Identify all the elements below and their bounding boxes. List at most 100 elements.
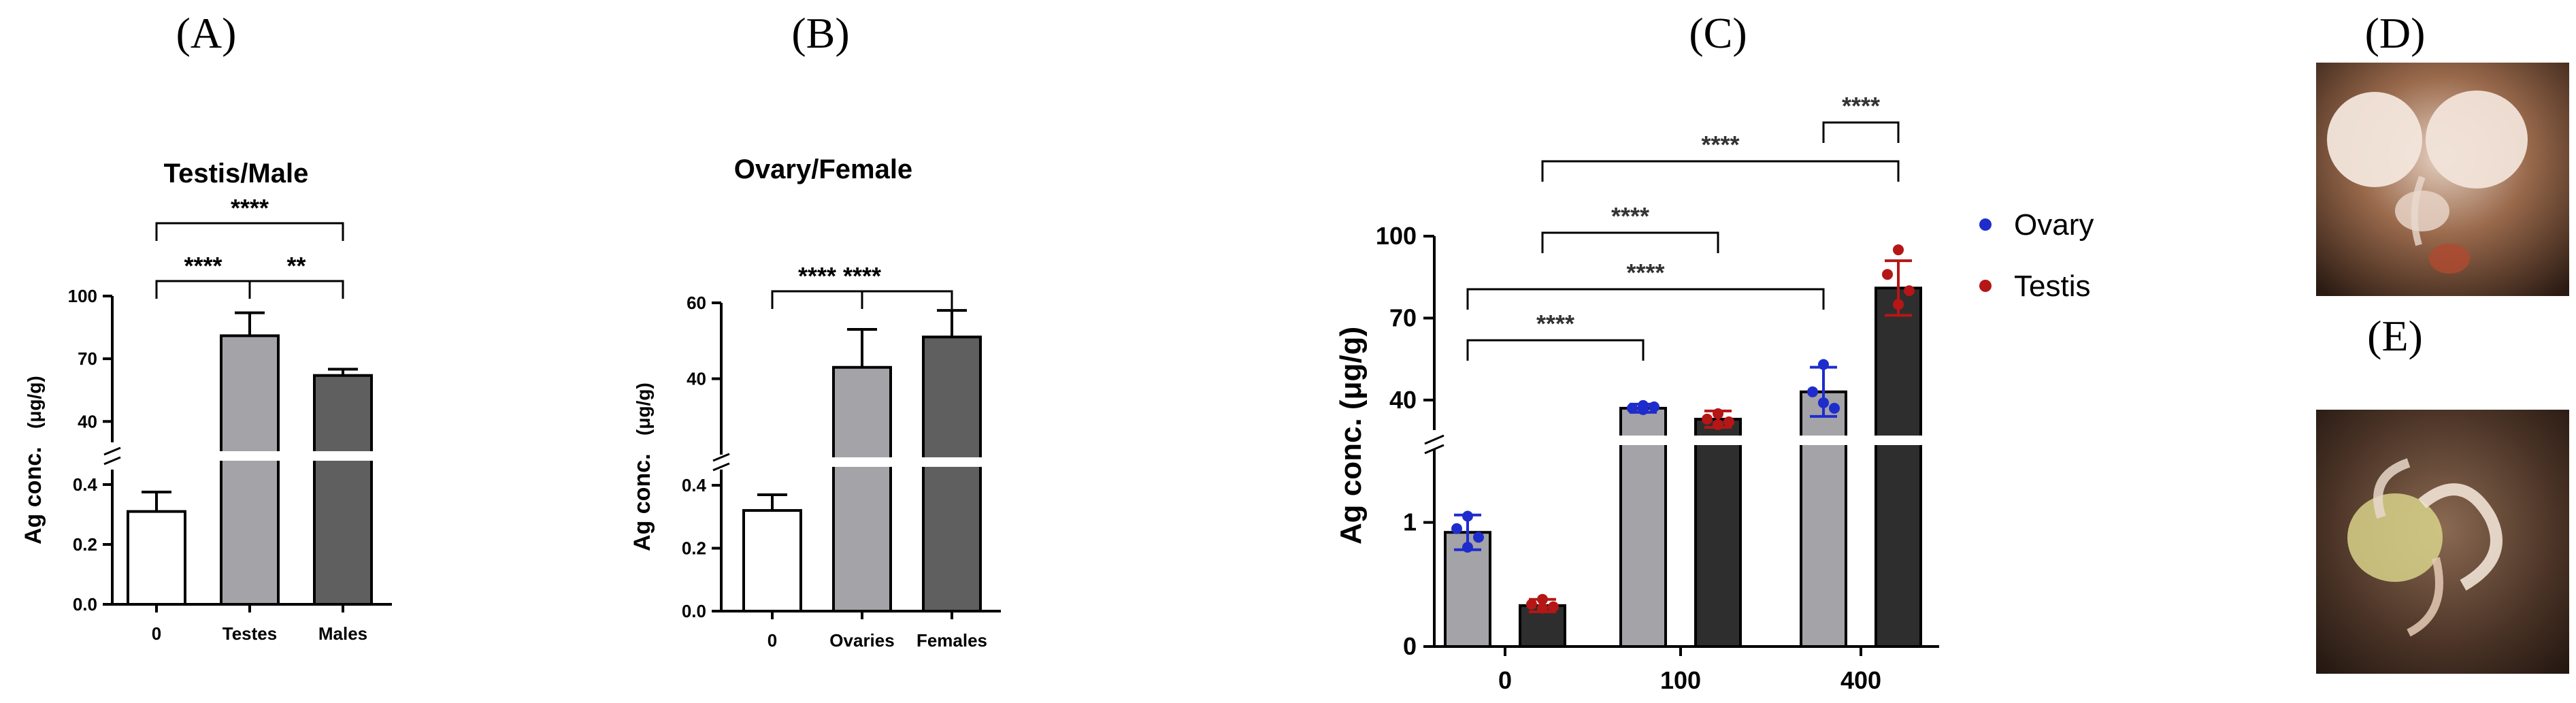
chart-b-ytick-0-0: 0.0 — [682, 601, 706, 621]
chart-a-xtick-1: Testes — [222, 623, 277, 644]
chart-c-point-ovary-1-1 — [1627, 402, 1638, 414]
chart-c: Ag conc. (μg/g) 0 100 400 0 1 40 70 100 **** ***… — [1334, 92, 2094, 694]
chart-c-point-testis-0-3 — [1537, 602, 1548, 614]
chart-a-ylabel: Ag conc. (μg/g) — [20, 376, 46, 544]
chart-b-title: Ovary/Female — [734, 154, 912, 184]
chart-a-sig-bracket-0 — [155, 280, 251, 299]
chart-c-point-testis-2-2 — [1904, 285, 1915, 297]
chart-a-bar-0 — [127, 510, 186, 606]
chart-a-sig-label-1: ** — [286, 252, 306, 280]
chart-c-ytick-1-2: 100 — [1376, 222, 1417, 250]
chart-c-point-ovary-0-3 — [1462, 542, 1473, 553]
chart-b-break-mark-2 — [712, 462, 730, 472]
chart-a-ytick-0-0: 0.0 — [73, 594, 97, 615]
panel-label-a: (A) — [176, 9, 237, 57]
chart-c-point-testis-1-1 — [1702, 413, 1713, 425]
chart-a-ylabel-unit: (μg/g) — [24, 376, 45, 429]
chart-c-sig-bracket-4 — [1822, 121, 1900, 143]
chart-c-point-ovary-2-0 — [1818, 359, 1829, 370]
chart-c-sig-label-2: **** — [1611, 202, 1649, 230]
panel-label-c: (C) — [1689, 9, 1747, 57]
chart-c-bar-testis-1 — [1694, 417, 1742, 648]
chart-b-sig-bracket-0 — [771, 290, 863, 309]
chart-b-xtick-0: 0 — [767, 630, 777, 651]
photo-e — [2316, 410, 2569, 674]
chart-c-point-ovary-2-1 — [1807, 386, 1818, 397]
chart-b-ytick-0-1: 0.2 — [682, 538, 706, 559]
chart-c-point-testis-1-2 — [1723, 416, 1734, 427]
chart-c-point-testis-0-1 — [1526, 599, 1537, 610]
chart-c-sig-label-4: **** — [1842, 92, 1880, 120]
chart-a: Testis/Male Ag conc. (μg/g) 0 Testes Males… — [20, 159, 516, 644]
chart-b-sig-bracket-1 — [771, 290, 953, 309]
chart-a-xtick-2: Males — [318, 623, 367, 644]
chart-c-sig-label-3: **** — [1701, 131, 1739, 159]
chart-b-bar-0 — [742, 509, 802, 612]
chart-c-point-ovary-2-3 — [1818, 397, 1829, 408]
chart-c-point-testis-2-0 — [1893, 244, 1904, 256]
chart-a-bar-2 — [313, 374, 373, 606]
chart-c-sig-label-0: **** — [1536, 310, 1574, 338]
chart-c-xtick-1: 100 — [1660, 666, 1701, 694]
chart-b-sig-label-0: **** — [798, 262, 836, 290]
chart-b-xtick-2: Females — [917, 630, 987, 651]
chart-c-point-testis-1-0 — [1713, 408, 1723, 419]
chart-a-ytick-1-1: 70 — [78, 348, 97, 369]
chart-c-ytick-1-1: 70 — [1389, 304, 1417, 331]
legend-testis-label: Testis — [2014, 269, 2090, 303]
chart-a-ytick-1-2: 100 — [68, 286, 97, 306]
chart-a-sig-bracket-2 — [155, 222, 344, 241]
chart-b: Ovary/Female Ag conc. (μg/g) 0 Ovaries Fem… — [629, 154, 1734, 651]
chart-c-break-mark-1 — [1424, 434, 1444, 445]
chart-b-ytick-1-0: 40 — [687, 369, 706, 389]
chart-c-point-ovary-0-0 — [1462, 510, 1473, 522]
chart-c-point-ovary-2-2 — [1829, 402, 1840, 414]
chart-b-ylabel: Ag conc. (μg/g) — [629, 382, 655, 551]
chart-c-point-testis-2-3 — [1893, 299, 1904, 310]
chart-c-axis-break-band — [1438, 436, 1969, 445]
chart-c-point-ovary-0-2 — [1473, 532, 1484, 543]
chart-a-sig-label-2: **** — [231, 194, 269, 222]
chart-b-bar-2 — [922, 336, 982, 612]
chart-a-sig-label-0: **** — [184, 252, 222, 280]
chart-b-bar-1 — [832, 365, 892, 613]
chart-c-sig-bracket-2 — [1541, 231, 1719, 253]
chart-a-bar-1 — [220, 334, 280, 606]
chart-c-xtick-2: 400 — [1840, 666, 1881, 694]
chart-b-ytick-0-2: 0.4 — [682, 475, 707, 495]
legend-ovary-label: Ovary — [2014, 208, 2094, 242]
chart-c-break-mark-2 — [1424, 444, 1444, 455]
chart-c-sig-bracket-3 — [1541, 160, 1900, 182]
chart-c-sig-bracket-0 — [1466, 339, 1645, 361]
chart-c-point-testis-0-2 — [1548, 601, 1559, 612]
chart-c-point-testis-0-0 — [1537, 593, 1548, 605]
chart-b-break-mark-1 — [712, 453, 730, 462]
chart-b-axis-break-band — [725, 457, 1734, 467]
chart-a-ytick-0-1: 0.2 — [73, 534, 97, 555]
legend-ovary-marker — [1979, 218, 1992, 231]
chart-b-sig-label-1: **** — [843, 262, 881, 290]
chart-a-ytick-1-0: 40 — [78, 411, 97, 431]
chart-b-xtick-1: Ovaries — [829, 630, 894, 651]
chart-a-break-mark-1 — [103, 446, 121, 456]
chart-c-point-testis-2-1 — [1882, 269, 1893, 280]
chart-c-point-ovary-1-2 — [1649, 401, 1659, 412]
chart-c-bar-ovary-2 — [1800, 390, 1847, 648]
chart-c-ytick-1-0: 40 — [1389, 386, 1417, 414]
panel-label-d: (D) — [2365, 9, 2426, 57]
chart-c-point-ovary-0-1 — [1451, 523, 1462, 534]
photo-d — [2316, 63, 2569, 296]
chart-c-point-testis-1-3 — [1713, 419, 1723, 430]
chart-c-ytick-0-1: 1 — [1403, 508, 1417, 536]
chart-a-ylabel-text: Ag conc. — [20, 446, 46, 544]
chart-a-break-mark-2 — [103, 456, 121, 465]
chart-a-ytick-0-2: 0.4 — [73, 474, 98, 495]
chart-c-legend: Ovary Testis — [1979, 208, 2094, 303]
legend-testis-marker — [1979, 280, 1992, 292]
chart-c-xtick-0: 0 — [1498, 666, 1512, 694]
chart-c-ylabel: Ag conc. (μg/g) — [1334, 327, 1368, 544]
chart-c-sig-bracket-1 — [1466, 288, 1825, 310]
chart-c-bar-testis-2 — [1875, 287, 1922, 649]
panel-label-b: (B) — [791, 9, 849, 57]
